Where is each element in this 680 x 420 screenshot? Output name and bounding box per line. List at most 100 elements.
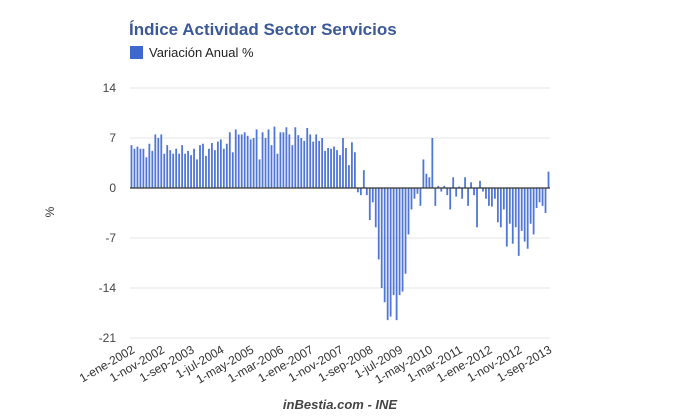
bar — [154, 134, 157, 188]
bar — [321, 138, 324, 188]
bar — [231, 152, 234, 188]
bar — [246, 135, 249, 188]
bar — [234, 129, 237, 188]
bar — [371, 188, 374, 203]
bar — [151, 150, 154, 188]
bar — [145, 157, 148, 188]
bar — [458, 186, 461, 188]
bar — [505, 188, 508, 247]
bar — [213, 150, 216, 188]
bar — [374, 188, 377, 228]
bar — [517, 188, 520, 256]
bar — [437, 185, 440, 188]
bar — [282, 132, 285, 188]
bar — [219, 139, 222, 188]
bar — [538, 188, 541, 203]
bar — [392, 188, 395, 296]
bar — [216, 141, 219, 188]
bar — [520, 188, 523, 231]
bar — [410, 188, 413, 210]
bar — [193, 148, 195, 188]
bar — [485, 188, 487, 199]
bar — [258, 159, 261, 188]
bar — [252, 138, 255, 188]
bar — [190, 155, 192, 188]
bar — [386, 188, 389, 321]
bar — [535, 188, 538, 208]
bar — [356, 188, 359, 193]
bar — [541, 188, 544, 206]
bar — [473, 188, 475, 196]
bar — [342, 138, 344, 188]
bar — [511, 188, 514, 244]
bar — [368, 188, 371, 221]
bar — [211, 143, 213, 188]
bar — [446, 188, 449, 196]
bar — [401, 188, 404, 292]
y-tick-label: 0 — [109, 181, 116, 195]
bar — [222, 148, 225, 188]
bar — [508, 188, 511, 224]
bar — [407, 188, 410, 235]
bar — [324, 150, 327, 188]
bar — [130, 145, 133, 188]
bar — [440, 188, 443, 192]
bar — [273, 126, 276, 188]
bar — [398, 188, 401, 296]
bar — [142, 148, 145, 188]
bar — [351, 142, 353, 188]
bar — [470, 182, 472, 188]
bar — [491, 188, 493, 207]
bar — [362, 170, 365, 188]
bar — [169, 150, 172, 188]
bar — [255, 129, 258, 188]
bar — [493, 188, 496, 199]
y-tick-label: 14 — [103, 81, 117, 95]
bar — [175, 148, 178, 188]
bar — [464, 177, 467, 188]
bar — [187, 150, 189, 188]
bar — [291, 145, 294, 188]
bar — [377, 188, 380, 260]
bar — [333, 146, 335, 188]
bar — [276, 153, 279, 188]
bar — [353, 152, 356, 188]
bar — [499, 188, 502, 228]
bar — [139, 148, 142, 188]
bar — [449, 188, 452, 210]
bar — [228, 132, 231, 188]
bar — [240, 134, 243, 188]
bar — [270, 145, 273, 188]
legend-swatch — [130, 46, 143, 59]
bar — [502, 188, 505, 210]
bar — [416, 188, 419, 194]
bar — [243, 132, 246, 188]
bar — [184, 153, 187, 188]
y-tick-label: 7 — [109, 131, 116, 145]
bar — [359, 188, 362, 196]
bar — [544, 188, 547, 213]
legend-label: Variación Anual % — [149, 45, 254, 60]
bar — [428, 177, 431, 188]
bar — [434, 188, 437, 206]
bar — [148, 143, 151, 188]
bar — [202, 143, 204, 188]
bar — [547, 171, 550, 188]
y-tick-label: -7 — [105, 231, 116, 245]
bar — [249, 139, 252, 188]
bar — [383, 188, 386, 303]
bar — [488, 188, 490, 206]
bar — [312, 141, 315, 188]
source-footer: inBestia.com - INE — [282, 397, 398, 412]
bar — [380, 188, 383, 288]
bar — [309, 134, 312, 188]
bar — [178, 153, 181, 188]
bar — [452, 177, 455, 188]
bar — [306, 128, 309, 188]
bar — [136, 146, 139, 188]
bar — [425, 173, 428, 188]
bar — [225, 143, 228, 188]
bar — [285, 127, 288, 188]
bar — [467, 188, 469, 206]
